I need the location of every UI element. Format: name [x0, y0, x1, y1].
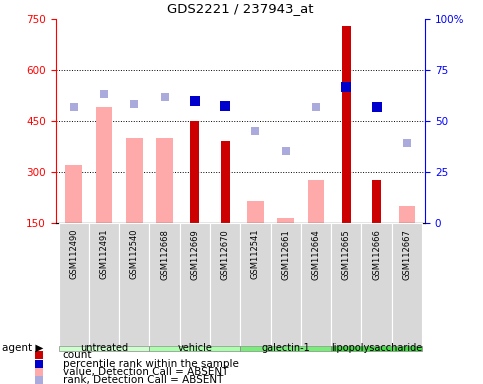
Title: GDS2221 / 237943_at: GDS2221 / 237943_at: [167, 2, 313, 15]
Text: count: count: [63, 351, 92, 361]
Text: lipopolysaccharide: lipopolysaccharide: [331, 343, 422, 354]
Bar: [331, 346, 422, 351]
Bar: [58, 346, 149, 351]
Point: [100, 91, 108, 97]
Bar: [308, 180, 325, 223]
Bar: [126, 138, 142, 223]
Text: percentile rank within the sample: percentile rank within the sample: [63, 359, 239, 369]
Point: [221, 103, 229, 109]
Text: GSM112669: GSM112669: [190, 229, 199, 280]
Bar: [342, 26, 351, 223]
Point: [403, 140, 411, 146]
Text: GSM112541: GSM112541: [251, 229, 260, 280]
Point: [312, 104, 320, 111]
Text: untreated: untreated: [80, 343, 128, 354]
Text: GSM112668: GSM112668: [160, 229, 169, 280]
Bar: [58, 223, 89, 346]
Point: [191, 98, 199, 104]
Bar: [392, 223, 422, 346]
Bar: [241, 346, 331, 351]
Text: agent ▶: agent ▶: [2, 343, 44, 354]
Text: rank, Detection Call = ABSENT: rank, Detection Call = ABSENT: [63, 375, 223, 384]
Text: GSM112664: GSM112664: [312, 229, 321, 280]
Point: [373, 104, 381, 111]
Point: [252, 128, 259, 134]
Bar: [180, 223, 210, 346]
Bar: [247, 201, 264, 223]
Text: galectin-1: galectin-1: [261, 343, 310, 354]
Point: [342, 84, 350, 90]
Bar: [89, 223, 119, 346]
Bar: [372, 180, 381, 223]
Bar: [331, 223, 361, 346]
Text: GSM112670: GSM112670: [221, 229, 229, 280]
Point: [70, 104, 78, 111]
Text: GSM112667: GSM112667: [402, 229, 412, 280]
Bar: [96, 108, 113, 223]
Bar: [361, 223, 392, 346]
Text: value, Detection Call = ABSENT: value, Detection Call = ABSENT: [63, 367, 228, 377]
Point: [282, 149, 290, 155]
Point: [161, 94, 169, 100]
Text: vehicle: vehicle: [177, 343, 213, 354]
Text: GSM112666: GSM112666: [372, 229, 381, 280]
Bar: [270, 223, 301, 346]
Bar: [398, 206, 415, 223]
Text: GSM112491: GSM112491: [99, 229, 109, 280]
Bar: [190, 121, 199, 223]
Bar: [149, 223, 180, 346]
Bar: [65, 165, 82, 223]
Bar: [221, 141, 230, 223]
Text: GSM112661: GSM112661: [281, 229, 290, 280]
Text: GSM112540: GSM112540: [130, 229, 139, 280]
Bar: [210, 223, 241, 346]
Bar: [156, 138, 173, 223]
Text: GSM112665: GSM112665: [342, 229, 351, 280]
Text: GSM112490: GSM112490: [69, 229, 78, 280]
Point: [130, 101, 138, 107]
Bar: [277, 218, 294, 223]
Bar: [241, 223, 270, 346]
Bar: [301, 223, 331, 346]
Bar: [149, 346, 241, 351]
Bar: [119, 223, 149, 346]
